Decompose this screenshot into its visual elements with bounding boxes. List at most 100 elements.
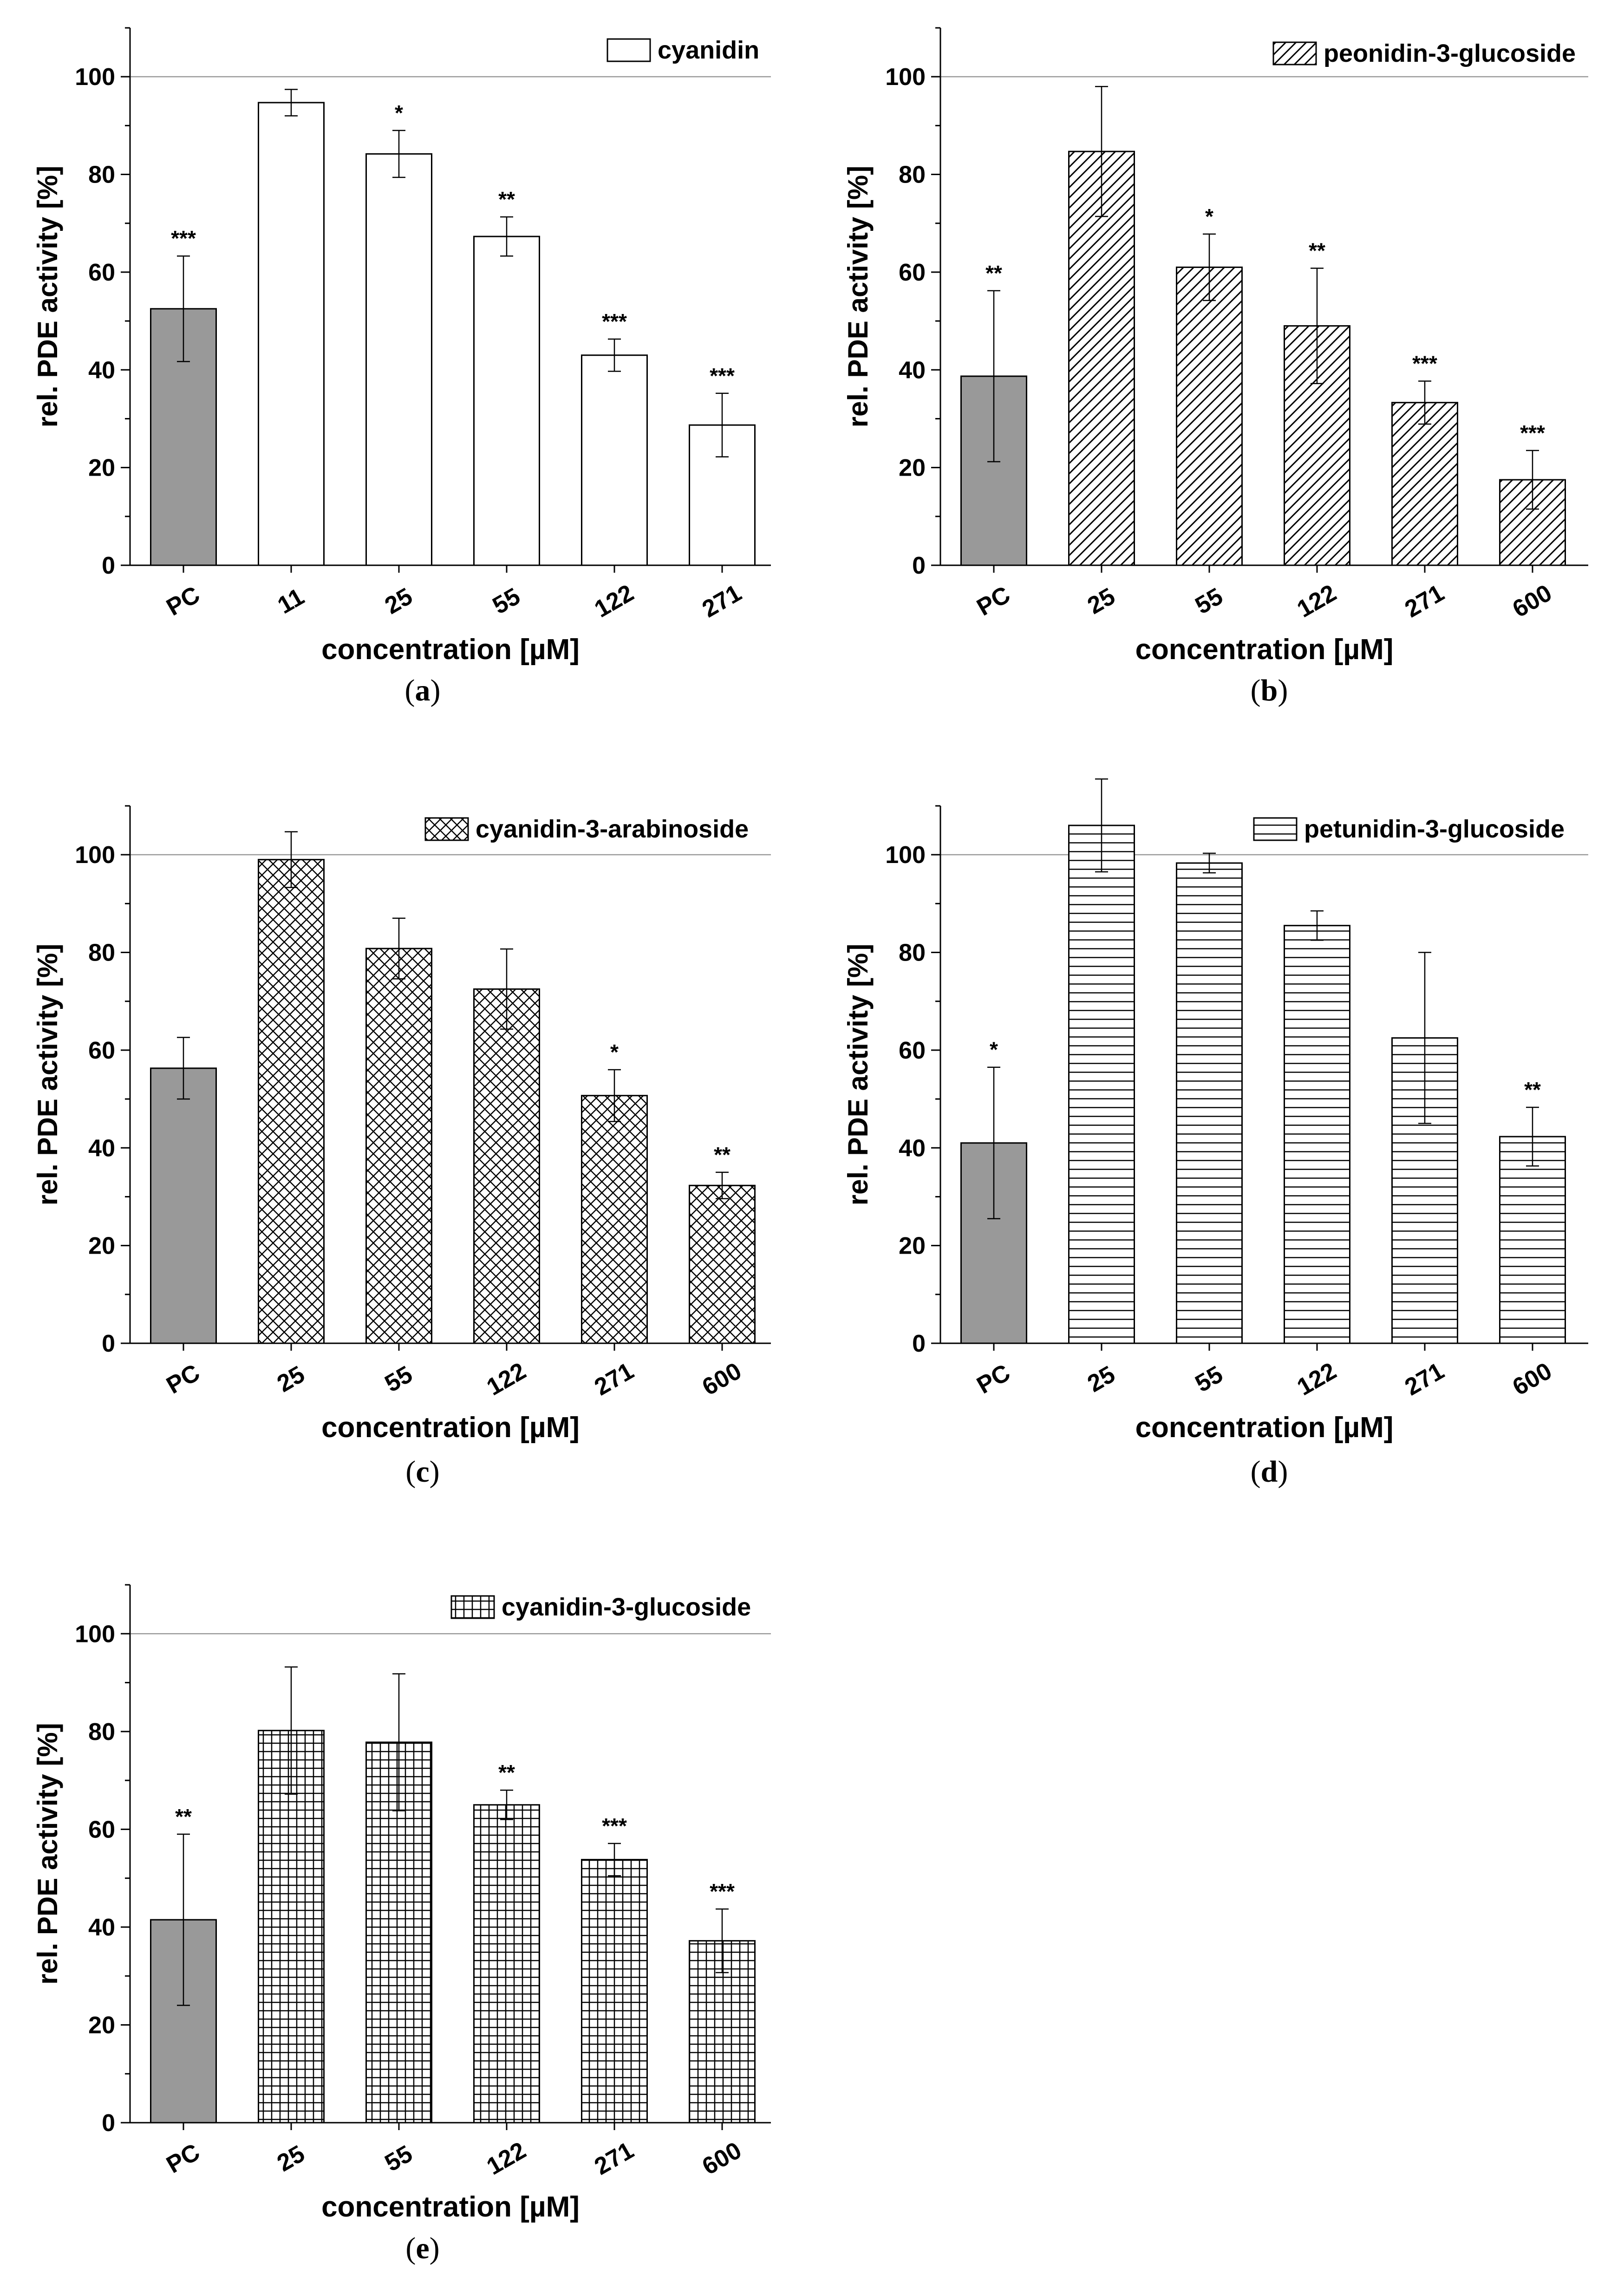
x-tick-label: 122 [1292, 1357, 1341, 1401]
y-tick-label: 80 [88, 1719, 115, 1746]
legend-swatch [450, 1595, 495, 1619]
x-tick-label: PC [162, 581, 205, 621]
panel-label: (e) [405, 2231, 439, 2265]
y-tick-label: 60 [88, 259, 115, 286]
bar-25 [1068, 824, 1135, 1344]
x-tick-label: PC [972, 1359, 1015, 1399]
x-tick-label: 600 [1508, 579, 1556, 623]
x-tick-label: 122 [482, 2137, 530, 2180]
y-tick-label: 100 [75, 64, 115, 91]
x-tick-label: 600 [698, 2137, 746, 2180]
legend-swatch [1272, 41, 1317, 65]
significance-mark: ** [985, 261, 1002, 285]
x-tick-label: 55 [1191, 583, 1227, 620]
significance-mark: ** [1309, 238, 1325, 262]
significance-mark: *** [1520, 421, 1545, 445]
y-tick-label: 0 [102, 552, 115, 579]
x-tick-label: 271 [590, 1357, 638, 1401]
bar-25 [365, 153, 432, 566]
bar-122 [581, 354, 648, 566]
significance-mark: * [990, 1038, 998, 1062]
x-tick-label: 55 [380, 2140, 417, 2177]
y-tick-label: 20 [88, 2012, 115, 2039]
bar-55 [1176, 266, 1243, 566]
y-tick-label: 0 [102, 1330, 115, 1357]
y-tick-label: 20 [899, 1233, 926, 1260]
y-axis-title: rel. PDE activity [%] [842, 944, 874, 1206]
significance-mark: *** [1412, 351, 1437, 375]
significance-mark: *** [602, 1814, 627, 1838]
significance-mark: ** [714, 1143, 730, 1167]
x-tick-label: 55 [488, 583, 525, 620]
x-tick-label: 25 [1083, 583, 1120, 620]
panel-label: (b) [1251, 673, 1288, 707]
bar-600 [1499, 1136, 1566, 1344]
y-tick-label: 60 [88, 1037, 115, 1064]
y-tick-label: 60 [88, 1816, 115, 1843]
x-axis-title: concentration [µM] [1135, 634, 1394, 666]
x-tick-label: 122 [590, 579, 638, 623]
x-tick-label: 271 [1400, 1357, 1448, 1401]
bar-122 [473, 988, 540, 1344]
bar-55 [365, 948, 432, 1344]
significance-mark: * [1205, 204, 1213, 229]
y-tick-label: 0 [912, 1330, 926, 1357]
legend-label: peonidin-3-glucoside [1324, 39, 1576, 67]
x-tick-label: 600 [1508, 1357, 1556, 1401]
x-tick-label: 122 [482, 1357, 530, 1401]
significance-mark: *** [710, 1879, 735, 1903]
bar-122 [1284, 925, 1350, 1344]
y-tick-label: 80 [899, 940, 926, 967]
y-tick-label: 40 [899, 1135, 926, 1162]
x-tick-label: 25 [1083, 1361, 1120, 1398]
x-tick-label: 25 [380, 583, 417, 620]
bar-PC [150, 1067, 217, 1344]
bar-271 [581, 1095, 648, 1344]
y-tick-label: 0 [102, 2110, 115, 2137]
y-tick-label: 80 [899, 162, 926, 189]
y-axis-title: rel. PDE activity [%] [32, 944, 63, 1206]
significance-mark: *** [602, 309, 627, 333]
panel-label: (a) [405, 673, 441, 707]
bar-271 [1391, 402, 1458, 566]
x-axis-title: concentration [µM] [321, 2191, 580, 2223]
legend-label: cyanidin-3-glucoside [502, 1593, 751, 1621]
y-axis-title: rel. PDE activity [%] [32, 166, 63, 428]
panel-label: (d) [1251, 1455, 1288, 1489]
significance-mark: * [610, 1040, 619, 1064]
significance-mark: ** [498, 1760, 515, 1785]
significance-mark: *** [710, 364, 735, 388]
x-tick-label: 25 [273, 2140, 309, 2177]
significance-mark: ** [498, 187, 515, 211]
bar-25 [258, 1730, 325, 2124]
x-tick-label: 271 [698, 579, 746, 623]
y-tick-label: 0 [912, 552, 926, 579]
y-tick-label: 60 [899, 259, 926, 286]
y-tick-label: 40 [88, 1135, 115, 1162]
significance-mark: * [395, 101, 403, 125]
x-tick-label: PC [162, 2138, 205, 2178]
x-tick-label: 600 [698, 1357, 746, 1401]
y-tick-label: 40 [88, 357, 115, 384]
y-tick-label: 60 [899, 1037, 926, 1064]
y-tick-label: 40 [88, 1914, 115, 1941]
panel-label: (c) [405, 1455, 439, 1489]
y-axis-title: rel. PDE activity [%] [842, 166, 874, 428]
significance-mark: *** [171, 226, 196, 250]
legend-swatch [1253, 817, 1298, 841]
x-tick-label: PC [162, 1359, 205, 1399]
bar-25 [258, 859, 325, 1344]
bar-271 [581, 1859, 648, 2124]
bar-122 [473, 1804, 540, 2124]
legend-label: petunidin-3-glucoside [1304, 815, 1565, 843]
legend-swatch [424, 817, 469, 841]
legend-label: cyanidin [658, 36, 759, 64]
x-tick-label: 55 [380, 1361, 417, 1398]
y-tick-label: 100 [75, 1621, 115, 1648]
